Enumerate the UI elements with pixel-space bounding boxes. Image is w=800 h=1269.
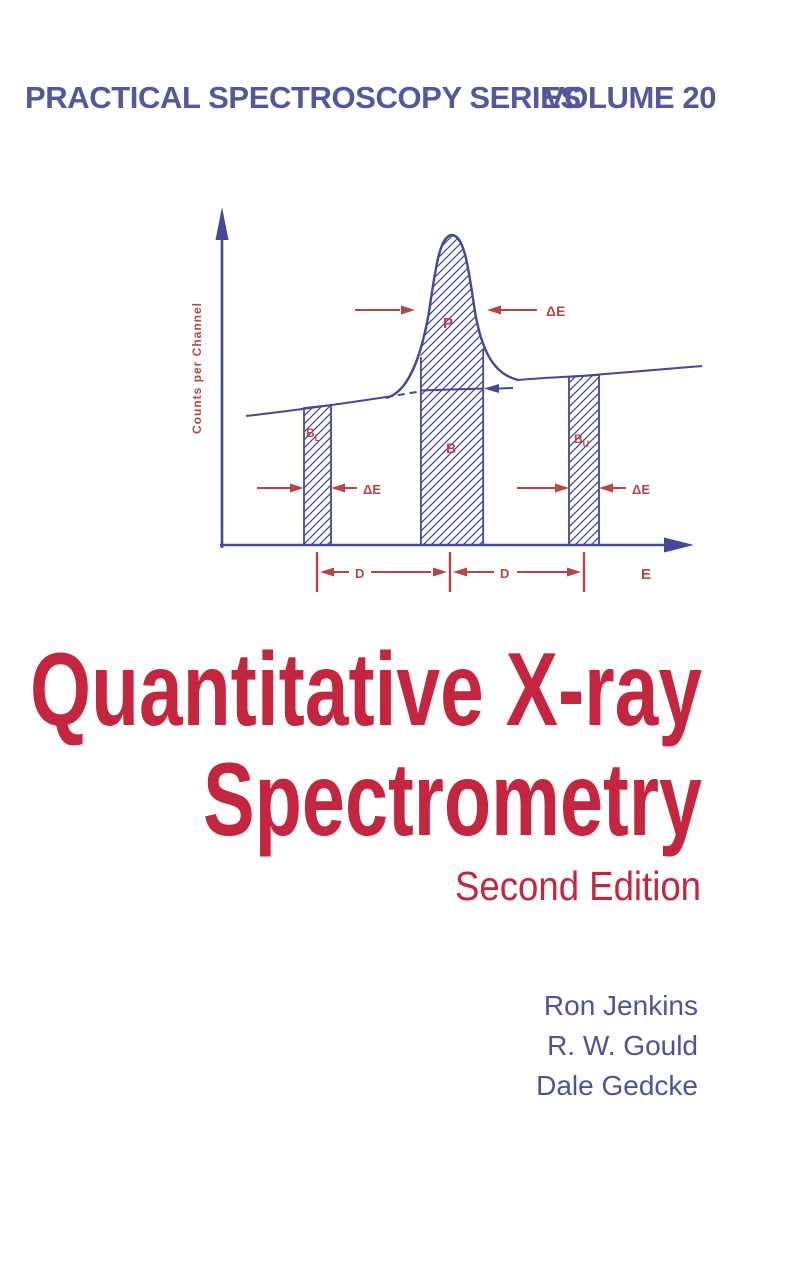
edition-label: Second Edition: [455, 863, 701, 909]
left-window-arrows: [257, 483, 357, 493]
spectrum-diagram: ΔE ΔE ΔE P B BL BU Counts per Channel: [190, 207, 703, 592]
peak-window-arrows: [355, 305, 537, 315]
left-window-width-label: ΔE: [363, 482, 381, 497]
y-axis-label: Counts per Channel: [190, 302, 204, 434]
right-background-strip: [568, 374, 600, 546]
center-strip-edges: [420, 349, 485, 545]
right-background-region-label: BU: [574, 432, 589, 449]
background-level-arrowhead: [484, 384, 499, 393]
author-name: Dale Gedcke: [536, 1070, 698, 1101]
peak-background-region-label: B: [446, 440, 456, 456]
author-name: Ron Jenkins: [543, 990, 698, 1021]
x-axis-label: E: [641, 566, 651, 583]
right-window-width-label: ΔE: [632, 482, 650, 497]
gaussian-peak-curve: [385, 233, 519, 400]
right-distance-label: D: [500, 566, 509, 581]
y-axis: [215, 207, 229, 548]
peak-region-label: P: [443, 315, 453, 332]
title-block: Quantitative X-ray Spectrometry Second E…: [30, 632, 702, 909]
author-list: Ron Jenkins R. W. Gould Dale Gedcke: [536, 986, 698, 1106]
series-title: PRACTICAL SPECTROSCOPY SERIES: [25, 80, 581, 115]
distance-arrows: [320, 567, 581, 577]
distance-ticks: [315, 552, 586, 592]
left-background-region-label: BL: [306, 426, 321, 443]
peak-window-width-label: ΔE: [546, 303, 565, 319]
author-name: R. W. Gould: [547, 1030, 698, 1061]
left-distance-label: D: [355, 566, 364, 581]
right-window-arrows: [517, 483, 626, 493]
x-axis: [220, 537, 694, 553]
book-title-line1: Quantitative X-ray: [30, 632, 702, 748]
series-volume: VOLUME 20: [544, 80, 717, 115]
book-title-line2: Spectrometry: [203, 742, 702, 858]
